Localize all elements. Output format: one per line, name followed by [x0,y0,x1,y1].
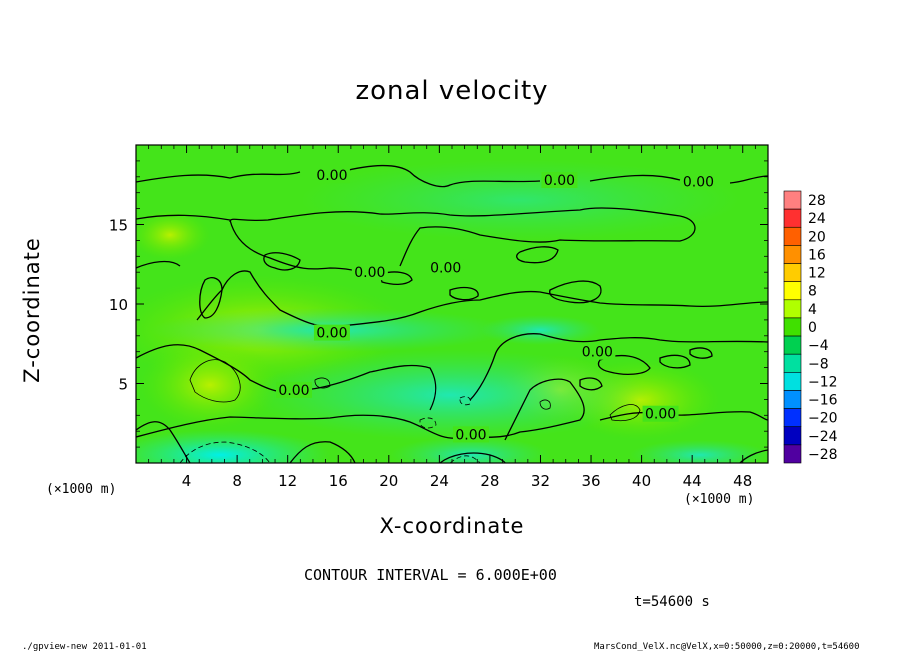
contour-label-bg [351,264,388,281]
colorbar-label-10: −12 [808,374,838,390]
contour-labels: 0.00 0.00 0.00 0.00 0.00 0.00 0.00 0.00 0.00 0.00 [276,167,717,443]
x-unit-label-right: (×1000 m) [684,492,755,507]
colorbar-swatch-12 [783,408,802,428]
colorbar-swatch-9 [783,353,802,373]
contour-label-6: 0.00 [582,345,613,361]
colorbar-label-14: −28 [808,447,838,463]
colorbar-label-4: 12 [808,266,826,282]
x-tick-label-3: 16 [329,472,348,490]
colorbar-label-5: 8 [808,284,817,300]
colorbar-label-2: 20 [808,229,826,245]
x-tick-label-0: 4 [182,472,192,490]
colorbar-label-11: −16 [808,393,838,409]
chart-title: zonal velocity [355,76,549,106]
time-label: t=54600 s [634,594,710,610]
positive-contours [189,359,641,422]
contour-label-bg [452,426,489,443]
y-axis: 5 10 15 [109,160,768,448]
x-tick-label-4: 20 [379,472,398,490]
contour-interval-note: CONTOUR INTERVAL = 6.000E+00 [304,566,557,584]
x-tick-label-8: 36 [581,472,600,490]
x-axis-label: X-coordinate [379,514,525,538]
contour-label-bg [313,324,350,341]
colorbar-label-13: −24 [808,429,838,445]
colorbar-swatch-3 [783,245,802,264]
colorbar: 28 24 20 16 12 8 4 0 −4 −8 −12 −16 −20 −24 −28 [783,190,838,464]
colorbar-swatch-4 [783,263,802,282]
x-tick-label-2: 12 [278,472,297,490]
colorbar-swatch-10 [783,372,802,391]
x-axis: 4 8 12 16 20 24 28 32 36 40 44 48 [148,145,756,490]
contour-label-8: 0.00 [645,407,676,423]
contour-label-7: 0.00 [278,383,309,399]
x-unit-label-left: (×1000 m) [46,482,117,497]
colorbar-swatch-0 [783,190,802,210]
negative-contours [179,396,481,463]
colorbar-label-0: 28 [808,193,826,209]
y-tick-label-0: 5 [118,376,128,394]
contour-label-bg [427,259,464,276]
colorbar-swatch-5 [783,281,802,301]
x-tick-label-1: 8 [232,472,242,490]
colorbar-label-6: 4 [808,302,817,318]
colorbar-label-8: −4 [808,338,829,354]
contour-label-bg [313,167,350,184]
contour-label-bg [642,405,679,422]
x-tick-label-7: 32 [531,472,550,490]
colorbar-swatch-2 [783,226,802,246]
x-tick-label-5: 24 [430,472,449,490]
contour-label-3: 0.00 [354,265,385,281]
colorbar-swatch-7 [783,317,802,337]
colorbar-swatch-14 [783,444,802,464]
contour-label-0: 0.00 [316,168,347,184]
colorbar-label-12: −20 [808,411,838,427]
contour-label-5: 0.00 [316,326,347,342]
y-tick-label-1: 10 [109,296,128,314]
x-tick-label-11: 48 [733,472,752,490]
colorbar-label-9: −8 [808,356,829,372]
velocity-field [136,145,768,463]
contour-label-bg [276,381,312,398]
y-axis-label: Z-coordinate [20,237,44,383]
colorbar-label-7: 0 [808,320,817,336]
colorbar-swatch-1 [783,208,802,228]
colorbar-swatch-11 [783,390,802,409]
contour-label-1: 0.00 [544,173,575,189]
contour-label-2: 0.00 [683,175,714,191]
x-tick-label-10: 44 [683,472,702,490]
colorbar-label-3: 16 [808,247,826,263]
footer-left: ./gpview-new 2011-01-01 [22,642,147,652]
contour-label-bg [541,171,578,188]
contour-label-bg [680,173,717,190]
footer-right: MarsCond_VelX.nc@VelX,x=0:50000,z=0:2000… [594,642,860,652]
y-tick-label-2: 15 [109,217,128,235]
colorbar-swatch-6 [783,299,802,319]
contour-label-4: 0.00 [430,260,461,276]
colorbar-label-1: 24 [808,211,826,227]
colorbar-swatch-13 [783,426,802,446]
contour-label-9: 0.00 [455,427,486,443]
contour-label-bg [579,343,616,360]
colorbar-swatch-8 [783,335,802,355]
x-tick-label-9: 40 [632,472,651,490]
x-tick-label-6: 28 [480,472,499,490]
